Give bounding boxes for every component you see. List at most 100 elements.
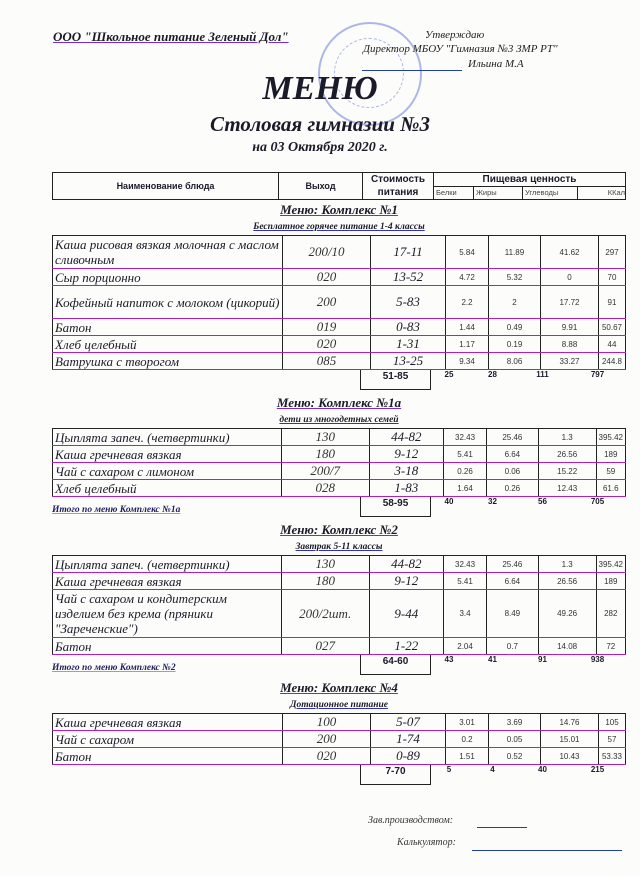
section-items-table: Цыплята запеч. (четвертинки) 130 44-82 32.4… xyxy=(52,555,627,655)
calculator-label: Калькулятор: xyxy=(397,837,456,848)
total-proteins: 43 xyxy=(444,655,454,664)
dish-name: Ватрушка с творогом xyxy=(52,352,283,370)
dish-output: 200/2шт. xyxy=(280,589,370,638)
dish-fats: 2 xyxy=(488,285,541,319)
menu-date: на 03 Октября 2020 г. xyxy=(252,140,388,155)
dish-proteins: 0.26 xyxy=(443,462,487,480)
dish-fats: 0.19 xyxy=(488,335,541,353)
header-carbs: Углеводы xyxy=(522,185,578,200)
dish-output: 200/7 xyxy=(280,462,370,480)
dish-output: 020 xyxy=(282,268,371,286)
dish-kcal: 244.8 xyxy=(598,352,626,370)
dish-carbs: 0 xyxy=(540,268,599,286)
calculator-signature-line xyxy=(472,850,622,851)
dish-output: 180 xyxy=(280,445,370,463)
section-title: Меню: Комплекс №2 xyxy=(280,522,398,537)
dish-name: Цыплята запеч. (четвертинки) xyxy=(52,428,282,446)
dish-output: 200 xyxy=(282,730,371,748)
dish-fats: 0.06 xyxy=(485,462,539,480)
total-fats: 32 xyxy=(488,497,497,506)
dish-proteins: 5.84 xyxy=(445,235,489,269)
dish-proteins: 32.43 xyxy=(443,555,487,573)
total-fats: 41 xyxy=(488,655,497,664)
table-row: Чай с сахаром 200 1-74 0.2 0.05 15.01 57 xyxy=(52,730,626,748)
dish-carbs: 15.22 xyxy=(537,462,597,480)
dish-proteins: 2.04 xyxy=(443,637,487,655)
dish-cost: 0-83 xyxy=(370,318,446,336)
dish-output: 019 xyxy=(282,318,371,336)
dish-output: 130 xyxy=(280,555,370,573)
dish-fats: 25.46 xyxy=(485,555,539,573)
section-subtitle: Дотационное питание xyxy=(289,700,389,710)
total-proteins: 5 xyxy=(446,765,452,774)
table-row: Цыплята запеч. (четвертинки) 130 44-82 32.4… xyxy=(52,428,627,446)
dish-cost: 44-82 xyxy=(368,555,445,573)
table-row: Каша гречневая вязкая 180 9-12 5.41 6.64 26.5… xyxy=(52,445,627,463)
dish-name: Кофейный напиток с молоком (цикорий) xyxy=(52,285,283,319)
dish-output: 100 xyxy=(282,713,371,731)
total-cost: 58-95 xyxy=(360,497,431,517)
section-subtitle: дети из многодетных семей xyxy=(279,415,399,425)
section-total: Итого по меню Комплекс №2 64-60 43 41 91 938 xyxy=(52,655,626,677)
dish-proteins: 1.44 xyxy=(445,318,489,336)
table-row: Хлеб целебный 020 1-31 1.17 0.19 8.88 44 xyxy=(52,335,626,353)
dish-carbs: 33.27 xyxy=(540,352,599,370)
table-header: Наименование блюда Выход Стоимость питан… xyxy=(52,172,626,200)
dish-name: Каша гречневая вязкая xyxy=(52,572,282,590)
dish-name: Чай с сахаром с лимоном xyxy=(52,462,282,480)
total-carbs: 91 xyxy=(538,655,547,664)
dish-kcal: 70 xyxy=(598,268,626,286)
dish-proteins: 3.01 xyxy=(445,713,489,731)
menu-sections: Меню: Комплекс №1 Бесплатное горячее пита… xyxy=(52,199,627,793)
dish-carbs: 12.43 xyxy=(537,479,597,497)
dish-proteins: 5.41 xyxy=(443,572,487,590)
dish-kcal: 57 xyxy=(598,730,626,748)
total-kcal: 797 xyxy=(590,370,605,379)
official-stamp xyxy=(318,22,422,126)
organization-name: ООО "Школьное питание Зеленый Дол" xyxy=(53,29,289,44)
dish-carbs: 9.91 xyxy=(540,318,599,336)
dish-cost: 44-82 xyxy=(368,428,445,446)
dish-cost: 5-83 xyxy=(370,285,446,319)
dish-cost: 17-11 xyxy=(370,235,446,269)
dish-cost: 3-18 xyxy=(368,462,445,480)
total-carbs: 40 xyxy=(538,765,547,774)
dish-output: 130 xyxy=(280,428,370,446)
approval-line-1: Утверждаю xyxy=(425,29,485,41)
dish-kcal: 72 xyxy=(595,637,627,655)
dish-output: 020 xyxy=(282,747,371,765)
dish-fats: 3.69 xyxy=(488,713,541,731)
dish-carbs: 26.56 xyxy=(537,445,597,463)
dish-name: Цыплята запеч. (четвертинки) xyxy=(52,555,282,573)
dish-cost: 1-74 xyxy=(370,730,446,748)
header-fats: Жиры xyxy=(473,185,523,200)
dish-carbs: 49.26 xyxy=(537,589,597,638)
menu-section: Меню: Комплекс №4 Дотационное питание Каша… xyxy=(52,680,626,793)
dish-name: Хлеб целебный xyxy=(52,479,282,497)
table-row: Батон 020 0-89 1.51 0.52 10.43 53.33 xyxy=(52,747,626,765)
approval-signature-line xyxy=(362,70,462,71)
dish-fats: 8.06 xyxy=(488,352,541,370)
header-proteins: Белки xyxy=(433,185,474,200)
dish-fats: 0.26 xyxy=(485,479,539,497)
approval-line-3: Ильина М.А xyxy=(468,58,524,70)
dish-kcal: 395.42 xyxy=(595,555,627,573)
dish-name: Каша гречневая вязкая xyxy=(52,445,282,463)
dish-cost: 1-31 xyxy=(370,335,446,353)
section-items-table: Цыплята запеч. (четвертинки) 130 44-82 32.4… xyxy=(52,428,627,497)
total-kcal: 938 xyxy=(590,655,605,664)
header-output: Выход xyxy=(278,172,363,200)
dish-kcal: 61.6 xyxy=(595,479,627,497)
dish-name: Чай с сахаром и кондитерским изделием бе… xyxy=(52,589,282,638)
section-total: 7-70 5 4 40 215 xyxy=(52,765,626,793)
dish-proteins: 1.17 xyxy=(445,335,489,353)
section-title: Меню: Комплекс №1а xyxy=(276,395,402,410)
dish-proteins: 32.43 xyxy=(443,428,487,446)
section-subtitle: Бесплатное горячее питание 1-4 классы xyxy=(253,222,425,232)
total-kcal: 705 xyxy=(590,497,605,506)
dish-kcal: 105 xyxy=(598,713,626,731)
table-row: Хлеб целебный 028 1-83 1.64 0.26 12.43 61.6 xyxy=(52,479,627,497)
dish-name: Чай с сахаром xyxy=(52,730,283,748)
dish-cost: 9-12 xyxy=(368,572,445,590)
dish-cost: 1-22 xyxy=(368,637,445,655)
